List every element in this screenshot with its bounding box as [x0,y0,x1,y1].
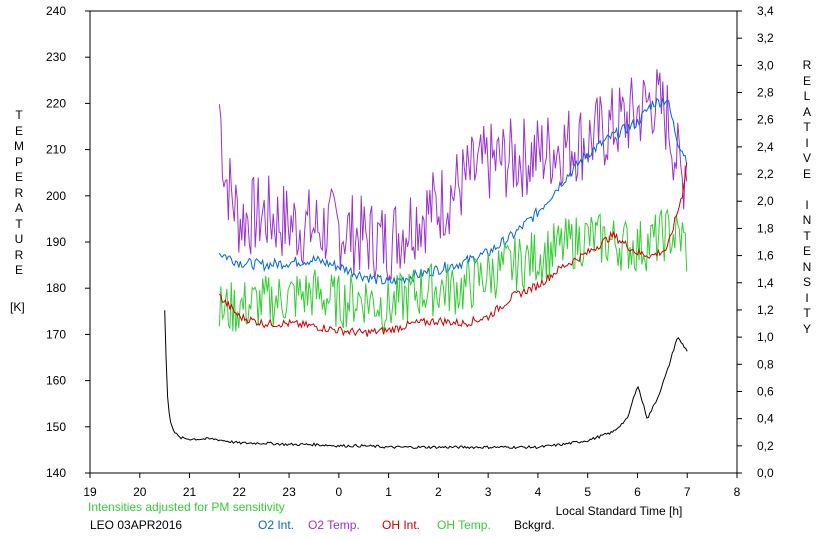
legend-o2-temp: O2 Temp. [308,518,360,532]
x-tick-label: 8 [734,485,741,499]
series-line-o2-int [218,97,688,285]
y-left-tick-label: 150 [46,420,66,434]
x-tick-label: 22 [233,485,247,499]
y-right-tick-label: 2,2 [757,167,774,181]
axis-label-letter: A [14,201,23,215]
axis-label-letter: E [14,170,23,184]
legend-bckgrd: Bckgrd. [514,518,555,532]
axis-label-letter: E [14,263,23,277]
axis-label-letter: L [803,89,811,103]
y-right-tick-label: 2,4 [757,140,774,154]
series-line-oh-temp [218,208,688,332]
axis-label-letter: I [805,135,809,150]
axis-label-letter: T [15,108,23,122]
axis-label-letter: U [14,232,24,246]
y-left-tick-label: 140 [46,466,66,480]
x-tick-label: 23 [282,485,296,499]
axis-label-letter: E [802,244,811,258]
y-left-tick-label: 200 [46,189,66,203]
axis-label-letter: V [802,151,811,165]
y-right-tick-label: 0,4 [757,412,774,426]
x-tick-label: 4 [535,485,542,499]
x-tick-label: 7 [684,485,691,499]
y-left-tick-label: 210 [46,143,66,157]
x-tick-label: 6 [634,485,641,499]
legend-note: Intensities adjusted for PM sensitivity [88,500,285,514]
axis-label-letter: I [805,290,809,305]
y-left-tick-label: 220 [46,96,66,110]
y-right-tick-label: 3,4 [757,4,774,18]
x-tick-label: 2 [435,485,442,499]
axis-label-letter: Y [802,321,811,336]
y-right-tick-label: 1,2 [757,303,774,317]
axis-label-letter: N [802,259,812,274]
x-tick-label: 20 [133,485,147,499]
y-right-tick-label: 1,8 [757,221,774,235]
axis-label-letter: P [14,154,23,169]
axis-label-letter: I [805,197,809,212]
y-right-tick-label: 2,8 [757,86,774,100]
y-left-tick-label: 160 [46,374,66,388]
axis-label-letter: R [14,247,24,262]
legend-station: LEO 03APR2016 [90,518,183,532]
x-tick-label: 19 [83,485,97,499]
y-right-tick-label: 3,0 [757,58,774,72]
y-right-tick-label: 0,6 [757,384,774,398]
y-right-tick-label: 1,6 [757,249,774,263]
y-left-tick-label: 230 [46,50,66,64]
y-right-tick-label: 3,2 [757,31,774,45]
y-left-tick-label: 240 [46,4,66,18]
axis-label-letter: T [803,306,811,320]
y-right-tick-label: 0,2 [757,439,774,453]
y-right-tick-label: 0,8 [757,357,774,371]
y-right-tick-label: 0,0 [757,466,774,480]
legend-oh-int: OH Int. [382,518,421,532]
axis-label-letter: E [14,123,23,138]
y-right-tick-label: 2,0 [757,194,774,208]
legend-o2-int: O2 Int. [258,518,295,532]
axis-label-letter: E [802,166,811,181]
x-axis-label: Local Standard Time [h] [556,504,683,518]
axis-label-letter [800,182,814,198]
y-right-tick-label: 1,0 [757,330,774,344]
axis-label-letter: T [803,228,811,243]
axis-label-letter: E [802,73,811,88]
x-tick-label: 1 [385,485,392,499]
legend-oh-temp: OH Temp. [437,518,491,532]
series-group [164,69,688,450]
axis-label-letter: T [15,216,23,231]
x-tick-label: 3 [485,485,492,499]
x-tick-label: 5 [584,485,591,499]
axis-label-letter: R [14,185,24,200]
x-tick-label: 21 [183,485,197,499]
y-left-tick-label: 170 [46,327,66,341]
y-left-tick-label: 180 [46,281,66,295]
series-line-oh-int [219,162,688,337]
y-left-tick-label: 190 [46,235,66,249]
axis-label-letter: A [802,104,811,119]
axis-label-letter: N [802,213,812,227]
series-line-o2-temp [218,69,688,281]
axis-label-letter: T [803,120,811,134]
axis-ticks: 19 20 21 22 23 0 1 2 3 4 5 6 7 8140150160170180190200… [46,4,774,499]
y-right-tick-label: 1,4 [757,276,774,290]
axis-label-letter: R [802,58,812,72]
axis-label-letter: M [14,139,24,153]
y-right-tick-label: 2,6 [757,113,774,127]
y-axis-left-unit: [K] [10,300,25,314]
x-tick-label: 0 [336,485,343,499]
axis-label-letter: S [802,275,811,289]
series-line-bckgrd [164,310,688,450]
